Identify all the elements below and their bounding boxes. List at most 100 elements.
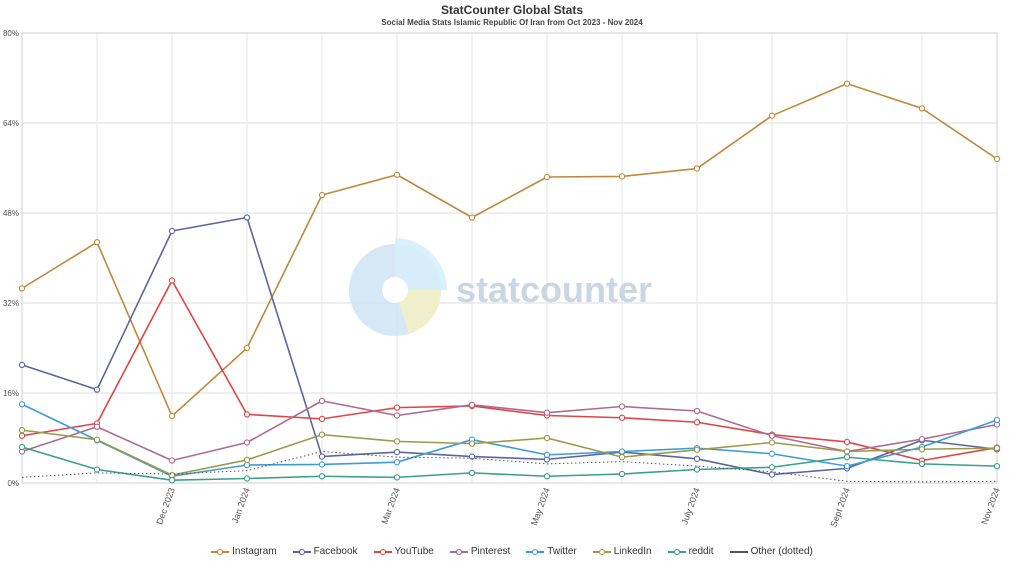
data-point [18, 361, 26, 369]
series-line-facebook [21, 216, 998, 476]
x-tick-label: Nov 2024 [979, 486, 1002, 526]
legend-item[interactable]: Other (dotted) [729, 546, 813, 557]
data-point [18, 401, 26, 408]
data-point [693, 466, 701, 473]
data-point [843, 448, 851, 455]
series-lines [18, 80, 1001, 484]
x-tick-label: Dec 2023 [154, 486, 177, 526]
series-line-pinterest [21, 400, 998, 462]
watermark-logo-slice [395, 238, 447, 290]
data-point [168, 412, 176, 420]
data-point [168, 227, 176, 235]
data-point [618, 470, 626, 478]
x-tick-label: July 2024 [679, 486, 702, 526]
legend-item[interactable]: Pinterest [449, 546, 511, 557]
watermark-logo-slice [395, 290, 442, 334]
x-tick-label: May 2024 [529, 486, 552, 527]
data-point [168, 471, 176, 479]
x-tick-label: Jan 2024 [230, 486, 252, 524]
data-point [18, 426, 26, 434]
legend-item[interactable]: Facebook [292, 546, 358, 557]
legend-item[interactable]: LinkedIn [592, 546, 652, 557]
data-point [918, 105, 926, 112]
legend-item[interactable]: reddit [667, 546, 714, 557]
data-point [843, 80, 851, 87]
data-point [618, 173, 626, 180]
data-point [693, 407, 701, 415]
series-line-youtube [21, 279, 998, 462]
series-line-instagram [21, 82, 998, 417]
data-point [318, 453, 326, 460]
data-point [468, 440, 476, 447]
series-line-twitter [21, 403, 998, 478]
legend-swatch [373, 547, 392, 557]
data-point [843, 438, 851, 446]
series-line-other-dotted- [21, 451, 998, 483]
watermark-text: statcounter [456, 269, 652, 310]
data-point [393, 448, 401, 456]
y-tick-label: 80% [3, 29, 19, 38]
legend-label: YouTube [394, 546, 434, 557]
data-point [918, 446, 926, 453]
x-tick-label: Mar 2024 [379, 486, 401, 525]
legend-label: Facebook [313, 546, 358, 557]
data-point [468, 214, 476, 221]
data-point [918, 435, 926, 443]
data-point [693, 446, 701, 453]
statcounter-watermark: statcounter [349, 238, 652, 336]
legend-swatch [211, 547, 230, 557]
data-point [393, 459, 401, 466]
data-point [243, 214, 251, 221]
legend: Instagram Facebook YouTube Pinterest Twitter… [0, 546, 1024, 557]
legend-label: Other (dotted) [750, 546, 813, 557]
data-point [318, 415, 326, 423]
y-tick-label: 0% [7, 479, 19, 488]
data-point [993, 444, 1001, 452]
legend-item[interactable]: YouTube [373, 546, 434, 557]
y-tick-label: 16% [3, 389, 19, 398]
legend-swatch [729, 547, 748, 557]
data-point [768, 450, 776, 457]
data-point [318, 461, 326, 468]
y-tick-label: 64% [3, 119, 19, 128]
data-point [243, 461, 251, 469]
data-point [993, 155, 1001, 163]
data-point [843, 453, 851, 461]
data-point [693, 419, 701, 426]
data-point [618, 453, 626, 461]
data-point [93, 423, 101, 430]
legend-swatch [592, 547, 611, 557]
legend-swatch [449, 547, 468, 557]
data-point [318, 473, 326, 480]
series-line-linkedin [21, 429, 998, 476]
data-point [843, 462, 851, 470]
x-tick-label: Sept 2024 [828, 486, 851, 528]
data-point [393, 438, 401, 445]
data-point [768, 112, 776, 119]
legend-item[interactable]: Instagram [211, 546, 277, 557]
data-point [693, 455, 701, 462]
legend-swatch [526, 547, 545, 557]
plot-border [21, 32, 998, 484]
watermark-logo-hole [382, 277, 408, 303]
data-point [18, 285, 26, 292]
legend-label: Twitter [547, 546, 577, 557]
data-point [243, 344, 251, 352]
data-point [93, 436, 101, 443]
y-tick-label: 48% [3, 209, 19, 218]
data-point [543, 451, 551, 459]
legend-label: Pinterest [470, 546, 511, 557]
grid [21, 32, 998, 484]
legend-item[interactable]: Twitter [526, 546, 577, 557]
legend-label: reddit [688, 546, 714, 557]
chart-subtitle: Social Media Stats Islamic Republic Of I… [381, 18, 643, 27]
data-point [318, 397, 326, 405]
data-point [318, 431, 326, 438]
data-point [618, 403, 626, 410]
data-point [243, 439, 251, 446]
chart-title: StatCounter Global Stats [440, 3, 583, 17]
data-point [768, 439, 776, 446]
data-point [693, 165, 701, 172]
legend-swatch [292, 547, 311, 557]
